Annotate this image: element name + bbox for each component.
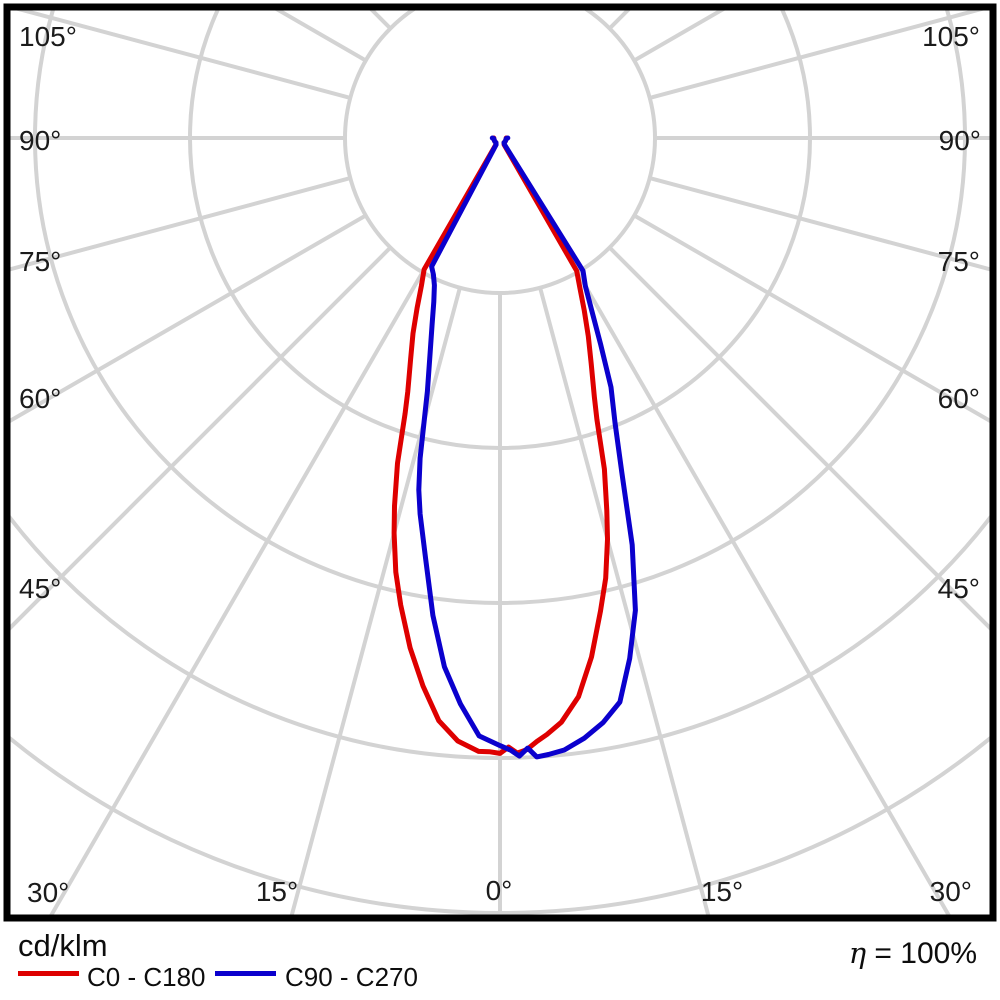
legend-label-c0-c180: C0 - C180 — [87, 962, 206, 992]
angle-label: 75° — [938, 246, 980, 277]
legend-label-c90-c270: C90 - C270 — [285, 962, 418, 992]
angle-label: 90° — [939, 125, 981, 156]
angle-label: 105° — [19, 21, 77, 52]
eta-symbol: η — [848, 936, 867, 970]
angle-labels: 105° 90° 75° 60° 45° 30° 15° 0° 15° 30° 45° 60° 75° 9… — [19, 21, 981, 908]
angle-label: 45° — [19, 573, 61, 604]
angle-label: 15° — [256, 876, 298, 907]
plot-frame — [3, 3, 997, 922]
angle-label: 75° — [19, 246, 61, 277]
angle-label: 30° — [27, 877, 69, 908]
angle-label: 90° — [19, 125, 61, 156]
angle-label: 60° — [19, 383, 61, 414]
angle-label: 45° — [938, 573, 980, 604]
legend-swatch-c90-c270 — [215, 971, 276, 976]
angle-label: 15° — [701, 876, 743, 907]
angle-label: 60° — [938, 383, 980, 414]
units-label: cd/klm — [18, 928, 108, 963]
eta-value: = 100% — [866, 937, 977, 970]
angle-label: 0° — [486, 875, 513, 906]
efficiency-label: η = 100% — [849, 936, 977, 971]
angle-label: 30° — [930, 876, 972, 907]
angle-label: 105° — [922, 21, 980, 52]
intensity-curves — [391, 135, 638, 760]
legend-swatch-c0-c180 — [18, 971, 79, 976]
curve-c90-c270 — [416, 135, 638, 760]
